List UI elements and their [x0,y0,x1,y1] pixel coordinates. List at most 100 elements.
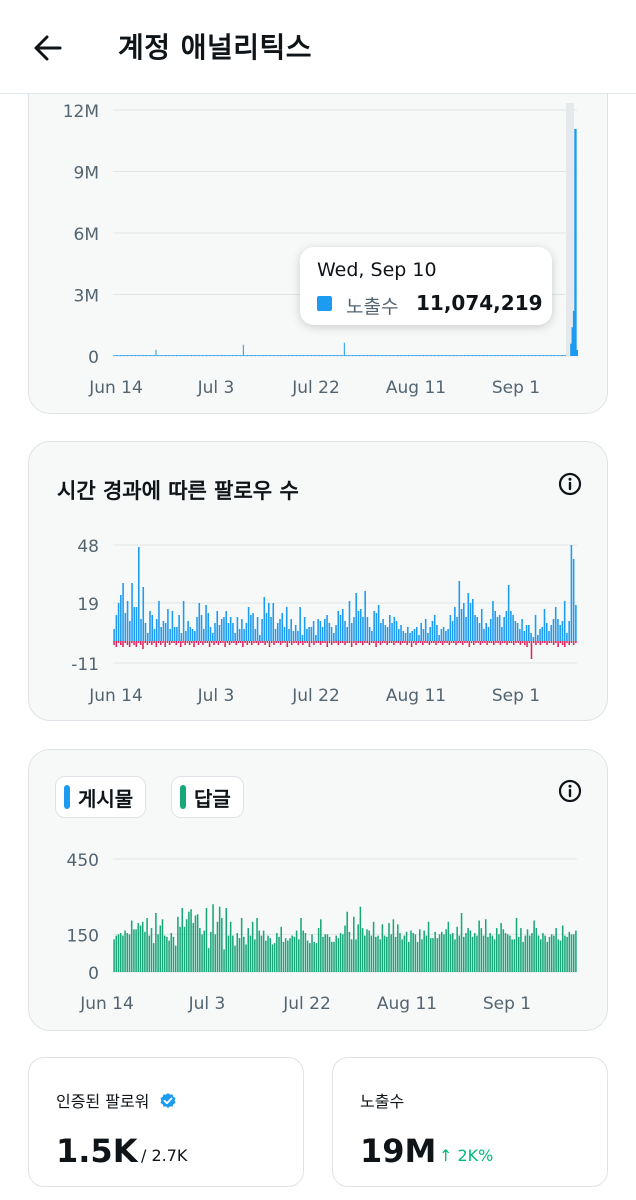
follower-bar [179,641,182,647]
reply-bar [550,934,553,972]
follower-bar [470,641,473,643]
follower-bar [333,633,335,641]
follower-bar [563,601,566,641]
follower-bar [146,633,149,641]
impression-bar [246,355,248,356]
impression-bar [148,355,150,356]
follower-bar [279,619,281,641]
impression-bar [278,355,280,356]
reply-bar [223,949,225,972]
follower-bar [193,641,195,647]
impression-bar [435,355,437,356]
reply-bar [425,935,428,972]
follower-bar [160,627,162,641]
impression-bar [517,355,519,356]
follower-bar [124,613,127,641]
follower-bar [530,633,532,641]
follower-bar [507,585,510,641]
follower-bar [395,641,397,643]
reply-bar [522,941,524,972]
follower-bar [302,641,304,645]
follower-bar [411,631,414,641]
impression-bar [574,128,577,356]
info-icon[interactable] [557,471,583,497]
impression-bar [459,355,461,356]
impression-bar [261,355,263,356]
follower-bar [211,633,214,641]
reply-bar [504,933,507,972]
impression-bar [320,355,322,356]
reply-bar [392,919,395,972]
x-tick-label: Aug 11 [386,378,446,398]
reply-bar [526,929,529,972]
legend-replies-toggle[interactable]: 답글 [171,776,244,818]
reply-bar [234,945,236,972]
verified-followers-card[interactable]: 인증된 팔로워 1.5K / 2.7K [28,1057,304,1187]
follower-bar [339,641,342,643]
follower-bar [400,625,402,641]
reply-bar [216,921,219,972]
impression-bar [458,355,460,356]
reply-bar [548,936,551,972]
follower-bar [413,629,416,641]
reply-bar [375,936,377,972]
follower-bar [279,641,282,645]
follower-bar [544,641,546,643]
impression-bar [201,355,203,356]
impression-bar [529,355,531,356]
reply-bar [368,930,370,972]
impression-bar [182,355,184,356]
reply-bar [218,906,221,972]
reply-bar [322,936,324,972]
reply-bar [170,933,173,972]
reply-bar [370,935,373,972]
tooltip-date: Wed, Sep 10 [317,259,437,281]
reply-bar [141,921,144,972]
reply-bar [251,921,254,972]
follower-bar [364,591,366,641]
follower-bar [319,641,322,645]
reply-bar [205,907,208,972]
reply-bar [117,934,120,972]
reply-bar [460,912,463,972]
impression-bar [117,355,119,356]
follower-bar [559,625,561,641]
impression-bar [537,355,539,356]
reply-bar [150,928,153,972]
follower-bar [568,621,570,641]
impression-bar [255,355,257,356]
chart-tooltip: Wed, Sep 10 노출수 11,074,219 [300,247,552,325]
back-button[interactable] [28,28,68,68]
impression-bar [315,355,317,356]
impressions-stat-card[interactable]: 노출수 19M ↑ 2K% [332,1057,608,1187]
impression-bar [436,355,438,356]
reply-bar [471,936,474,972]
impression-bar [233,355,235,356]
follower-bar [126,641,129,645]
reply-bar [185,919,188,972]
impression-bar [159,355,161,356]
follower-bar [304,641,306,643]
impression-bar [503,355,505,356]
legend-posts-toggle[interactable]: 게시물 [55,776,147,818]
follower-bar [449,615,452,641]
follower-bar [454,607,456,641]
impression-bar [124,355,126,356]
follower-bar [200,615,203,641]
impression-bar [151,355,153,356]
info-icon[interactable] [557,778,583,804]
follower-bar [213,641,215,645]
follower-bar [335,625,337,641]
impression-bar [450,355,452,356]
impression-bar [433,355,435,356]
legend-replies-label: 답글 [194,786,231,811]
impression-bar [150,355,152,356]
impression-bar [465,355,467,356]
impression-bar [463,355,465,356]
reply-bar [262,930,265,972]
follower-bar [384,625,387,641]
follower-bar [301,635,304,641]
impression-bar [171,355,173,356]
follower-bar [207,613,210,641]
follower-bar [476,617,479,641]
